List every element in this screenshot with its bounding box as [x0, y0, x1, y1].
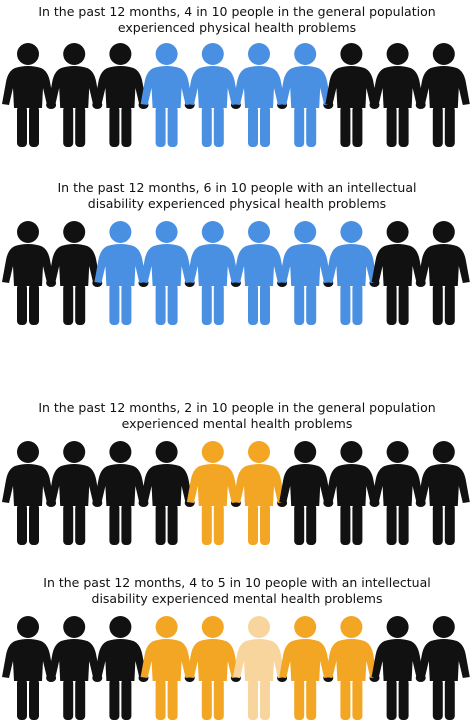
person-figure-icon	[279, 221, 332, 325]
person-figure-icon	[233, 616, 285, 720]
person-figure-icon	[48, 441, 101, 545]
person-figure-icon	[279, 616, 332, 720]
person-figure-icon	[94, 616, 147, 720]
panel-mental-intellectual: In the past 12 months, 4 to 5 in 10 peop…	[0, 573, 474, 723]
person-figure-icon	[94, 43, 147, 147]
person-figure-icon	[48, 221, 101, 325]
person-figure-icon	[325, 221, 378, 325]
panel-caption: In the past 12 months, 4 to 5 in 10 peop…	[4, 575, 470, 607]
person-figure-icon	[233, 221, 285, 325]
person-figure-icon	[94, 441, 147, 545]
people-row	[2, 43, 470, 147]
person-figure-icon	[186, 616, 239, 720]
person-figure-icon	[371, 441, 424, 545]
person-figure-icon	[2, 43, 54, 147]
person-figure-icon	[233, 441, 285, 545]
people-row	[2, 221, 470, 325]
person-figure-icon	[279, 43, 332, 147]
person-figure-icon	[371, 616, 424, 720]
person-figure-icon	[186, 441, 239, 545]
person-figure-icon	[48, 616, 101, 720]
person-figure-icon	[417, 43, 470, 147]
person-figure-icon	[94, 221, 147, 325]
caption-line: experienced physical health problems	[117, 20, 357, 35]
person-figure-icon	[417, 616, 470, 720]
person-figure-icon	[325, 43, 378, 147]
caption-line: disability experienced mental health pro…	[91, 591, 383, 606]
person-figure-icon	[2, 221, 54, 325]
people-row	[2, 441, 470, 545]
panel-caption: In the past 12 months, 6 in 10 people wi…	[4, 180, 470, 212]
person-figure-icon	[233, 43, 285, 147]
caption-line: In the past 12 months, 4 in 10 people in…	[38, 4, 436, 19]
person-figure-icon	[325, 616, 378, 720]
person-figure-icon	[325, 441, 378, 545]
person-figure-icon	[140, 441, 193, 545]
person-figure-icon	[279, 441, 332, 545]
panel-physical-intellectual: In the past 12 months, 6 in 10 people wi…	[0, 178, 474, 328]
caption-line: In the past 12 months, 2 in 10 people in…	[38, 400, 436, 415]
person-figure-icon	[371, 221, 424, 325]
person-figure-icon	[140, 616, 193, 720]
person-figure-icon	[140, 221, 193, 325]
person-figure-icon	[417, 441, 470, 545]
person-figure-icon	[371, 43, 424, 147]
person-figure-icon	[2, 441, 54, 545]
person-figure-icon	[186, 221, 239, 325]
panel-physical-general: In the past 12 months, 4 in 10 people in…	[0, 0, 474, 150]
caption-line: In the past 12 months, 6 in 10 people wi…	[57, 180, 417, 195]
person-figure-icon	[2, 616, 54, 720]
person-figure-icon	[140, 43, 193, 147]
person-figure-icon	[186, 43, 239, 147]
panel-caption: In the past 12 months, 2 in 10 people in…	[4, 400, 470, 432]
person-figure-icon	[48, 43, 101, 147]
panel-mental-general: In the past 12 months, 2 in 10 people in…	[0, 398, 474, 548]
caption-line: disability experienced physical health p…	[87, 196, 387, 211]
person-figure-icon	[417, 221, 470, 325]
people-row	[2, 616, 470, 720]
panel-caption: In the past 12 months, 4 in 10 people in…	[4, 4, 470, 36]
caption-line: In the past 12 months, 4 to 5 in 10 peop…	[43, 575, 431, 590]
caption-line: experienced mental health problems	[121, 416, 353, 431]
